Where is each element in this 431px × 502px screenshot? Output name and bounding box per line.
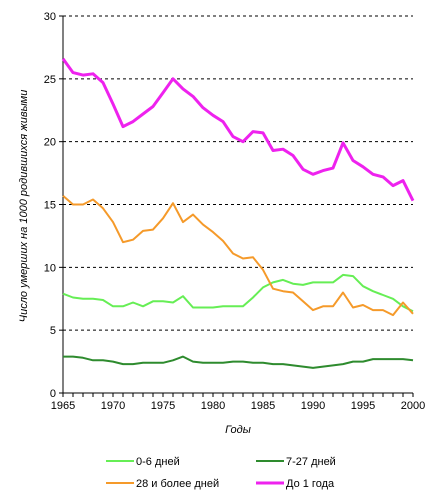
x-tick-label: 1985 — [251, 400, 275, 412]
y-tick-label: 30 — [44, 11, 56, 23]
plot-area: 0 5 10 15 20 25 30 1965 1970 1975 1980 1985 1990 1995… — [44, 11, 425, 412]
y-axis-title: Число умерших на 1000 родившихся живыми — [18, 90, 30, 323]
y-tick-label: 15 — [44, 200, 56, 212]
legend-label: 28 и более дней — [136, 478, 219, 490]
x-tick-label: 1965 — [51, 400, 75, 412]
x-tick-label: 1995 — [351, 400, 375, 412]
y-tick-label: 20 — [44, 137, 56, 149]
series-line — [62, 273, 414, 313]
y-tick-label: 25 — [44, 74, 56, 86]
series-line — [62, 194, 414, 317]
legend-label: 0-6 дней — [136, 456, 180, 468]
series-line — [63, 355, 414, 369]
x-tick-label: 1980 — [201, 400, 225, 412]
y-tick-label: 10 — [44, 262, 56, 274]
x-tick-label: 1970 — [101, 400, 125, 412]
x-axis-title: Годы — [225, 424, 251, 436]
y-tick-label: 5 — [50, 325, 56, 337]
x-tick-label: 2000 — [401, 400, 425, 412]
x-tick-label: 1975 — [151, 400, 175, 412]
legend-label: 7-27 дней — [286, 456, 336, 468]
x-tick-label: 1990 — [301, 400, 325, 412]
legend: 0-6 дней 7-27 дней 28 и более дней До 1 год… — [106, 456, 336, 490]
y-tick-label: 0 — [50, 388, 56, 400]
legend-label: До 1 года — [286, 478, 335, 490]
series-line — [61, 57, 415, 202]
